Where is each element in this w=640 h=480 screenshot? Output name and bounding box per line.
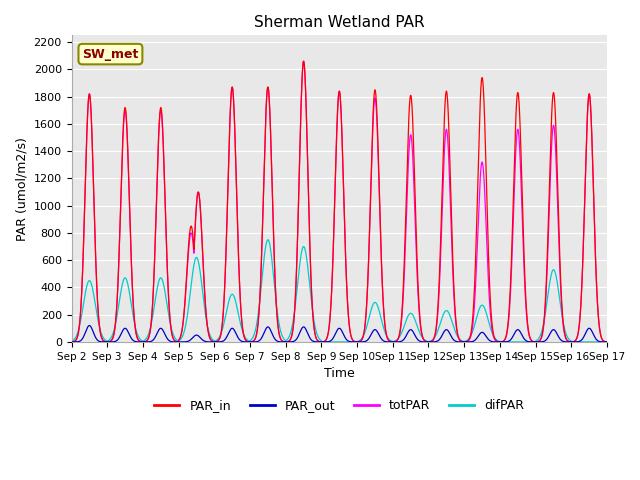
PAR_out — [460, 339, 467, 345]
difPAR — [490, 333, 497, 339]
PAR_in — [164, 279, 172, 285]
difPAR — [430, 336, 438, 342]
PAR_in — [68, 339, 76, 345]
totPAR — [319, 339, 327, 345]
PAR_in — [603, 339, 611, 345]
Line: PAR_in: PAR_in — [72, 61, 607, 342]
difPAR — [68, 338, 76, 344]
totPAR — [164, 276, 172, 282]
Y-axis label: PAR (umol/m2/s): PAR (umol/m2/s) — [15, 137, 28, 240]
PAR_in — [603, 339, 611, 345]
totPAR — [429, 337, 437, 343]
Legend: PAR_in, PAR_out, totPAR, difPAR: PAR_in, PAR_out, totPAR, difPAR — [149, 394, 529, 417]
PAR_out — [175, 339, 182, 345]
PAR_in — [490, 332, 497, 338]
PAR_in — [104, 339, 111, 345]
difPAR — [319, 339, 327, 345]
difPAR — [164, 306, 172, 312]
Line: PAR_out: PAR_out — [72, 325, 607, 342]
totPAR — [460, 339, 468, 345]
PAR_out — [430, 339, 438, 345]
totPAR — [603, 339, 611, 345]
totPAR — [603, 339, 611, 345]
Title: Sherman Wetland PAR: Sherman Wetland PAR — [254, 15, 424, 30]
totPAR — [460, 339, 467, 345]
PAR_out — [603, 339, 611, 345]
totPAR — [490, 334, 497, 340]
PAR_out — [68, 339, 76, 345]
difPAR — [317, 339, 325, 345]
PAR_in — [460, 339, 467, 345]
difPAR — [603, 339, 611, 345]
PAR_out — [319, 339, 327, 345]
PAR_in — [430, 336, 438, 342]
totPAR — [300, 59, 307, 64]
PAR_out — [603, 339, 611, 345]
PAR_out — [490, 339, 497, 345]
Line: totPAR: totPAR — [72, 61, 607, 342]
PAR_in — [319, 339, 327, 345]
Line: difPAR: difPAR — [72, 240, 607, 342]
PAR_out — [86, 323, 93, 328]
X-axis label: Time: Time — [324, 367, 355, 380]
difPAR — [264, 237, 272, 242]
difPAR — [460, 338, 467, 344]
PAR_out — [164, 336, 172, 342]
totPAR — [68, 339, 76, 345]
Text: SW_met: SW_met — [82, 48, 139, 60]
PAR_in — [300, 59, 307, 64]
difPAR — [603, 339, 611, 345]
